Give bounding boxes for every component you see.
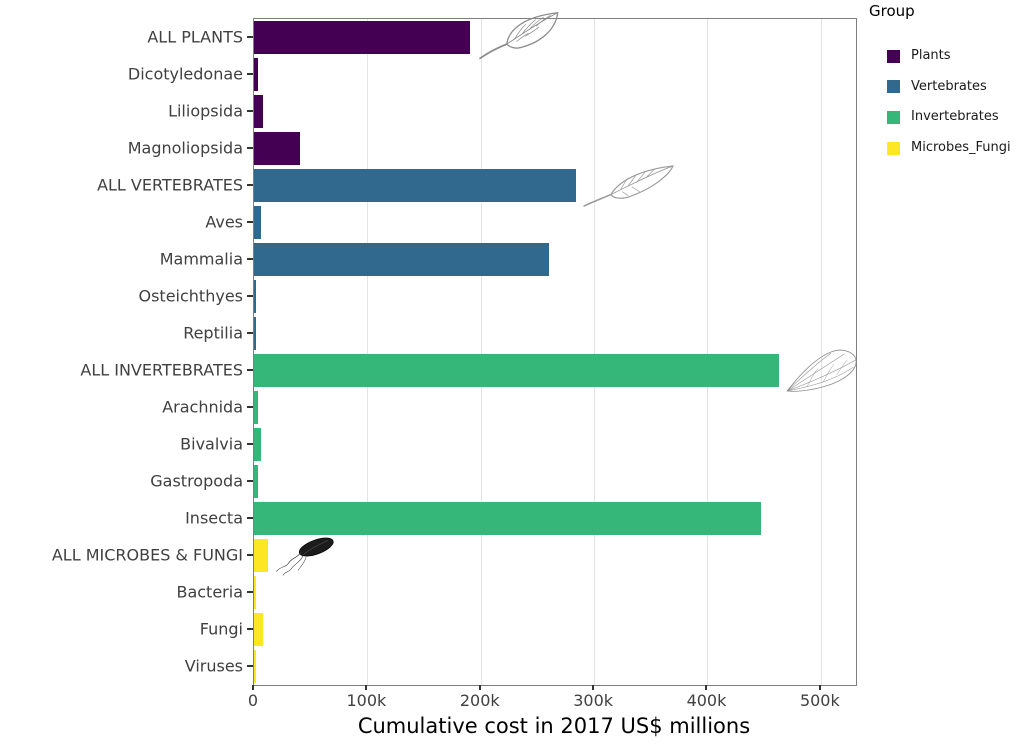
y-label-all-vertebrates: ALL VERTEBRATES xyxy=(97,175,243,194)
legend-swatch-invertebrates xyxy=(887,110,900,124)
y-label-liliopsida: Liliopsida xyxy=(168,101,243,120)
y-label-magnoliopsida: Magnoliopsida xyxy=(127,138,243,157)
x-axis-title: Cumulative cost in 2017 US$ millions xyxy=(357,714,751,738)
y-tick-bivalvia xyxy=(247,442,253,445)
y-tick-arachnida xyxy=(247,405,253,408)
bar-viruses xyxy=(254,650,256,683)
bacterium-icon-placement xyxy=(274,533,338,583)
legend-swatch-vertebrates xyxy=(887,80,900,94)
bar-mammalia xyxy=(254,243,550,276)
legend-label-plants: Plants xyxy=(911,48,951,63)
x-label-300k: 300k xyxy=(573,691,614,710)
x-tick-100k xyxy=(365,685,368,690)
insect-wing-icon xyxy=(786,349,857,392)
x-tick-500k xyxy=(818,685,821,690)
gridline-100k xyxy=(367,19,369,685)
y-tick-all-vertebrates xyxy=(247,183,253,186)
bar-osteichthyes xyxy=(254,280,256,313)
y-label-osteichthyes: Osteichthyes xyxy=(138,286,244,305)
y-label-fungi: Fungi xyxy=(199,619,243,638)
bar-liliopsida xyxy=(254,95,263,128)
bar-insecta xyxy=(254,502,762,535)
y-label-gastropoda: Gastropoda xyxy=(150,471,243,490)
x-label-500k: 500k xyxy=(799,691,840,710)
leaf-icon xyxy=(479,11,559,59)
y-label-bacteria: Bacteria xyxy=(176,582,243,601)
insect-wing-icon-placement xyxy=(785,348,859,398)
y-label-all-microbes-fungi: ALL MICROBES & FUNGI xyxy=(51,545,243,564)
y-tick-all-invertebrates xyxy=(247,368,253,371)
y-tick-all-plants xyxy=(247,35,253,38)
bar-dicotyledonae xyxy=(254,58,258,91)
plot-panel xyxy=(253,11,859,686)
legend-label-invertebrates: Invertebrates xyxy=(911,109,999,125)
bar-magnoliopsida xyxy=(254,132,300,165)
bar-all-microbes-fungi xyxy=(254,539,269,572)
y-tick-liliopsida xyxy=(247,109,253,112)
bar-bivalvia xyxy=(254,428,262,461)
y-label-mammalia: Mammalia xyxy=(159,249,243,268)
feather-icon xyxy=(582,164,674,207)
y-label-all-plants: ALL PLANTS xyxy=(147,27,243,46)
gridline-200k xyxy=(480,19,482,685)
y-tick-aves xyxy=(247,220,253,223)
x-tick-0 xyxy=(252,685,254,690)
x-label-400k: 400k xyxy=(686,691,727,710)
legend-swatch-microbes-fungi xyxy=(887,141,900,155)
bar-fungi xyxy=(254,613,264,646)
bar-arachnida xyxy=(254,391,258,424)
legend-label-vertebrates: Vertebrates xyxy=(911,78,987,94)
legend-title: Group xyxy=(869,2,915,20)
y-tick-fungi xyxy=(247,627,253,630)
bar-all-invertebrates xyxy=(254,354,780,387)
x-label-0: 0 xyxy=(247,691,259,710)
y-tick-mammalia xyxy=(247,257,253,260)
bacterium-icon xyxy=(276,537,334,575)
y-tick-gastropoda xyxy=(247,479,253,482)
y-label-dicotyledonae: Dicotyledonae xyxy=(127,64,243,83)
gridline-400k xyxy=(707,19,709,685)
feather-icon-placement xyxy=(582,164,678,212)
y-tick-insecta xyxy=(247,516,253,519)
x-tick-300k xyxy=(592,685,595,690)
y-label-arachnida: Arachnida xyxy=(162,397,243,416)
y-label-aves: Aves xyxy=(205,212,243,231)
bar-gastropoda xyxy=(254,465,258,498)
y-tick-osteichthyes xyxy=(247,294,253,297)
bar-bacteria xyxy=(254,576,257,609)
y-label-viruses: Viruses xyxy=(184,656,243,675)
legend-swatch-plants xyxy=(887,49,900,63)
y-tick-magnoliopsida xyxy=(247,146,253,149)
gridline-300k xyxy=(594,19,596,685)
bar-reptilia xyxy=(254,317,256,350)
bar-aves xyxy=(254,206,262,239)
y-tick-dicotyledonae xyxy=(247,72,253,75)
x-tick-200k xyxy=(478,685,481,690)
leaf-icon-placement xyxy=(476,11,568,65)
x-label-100k: 100k xyxy=(346,691,387,710)
y-label-bivalvia: Bivalvia xyxy=(180,434,243,453)
y-tick-viruses xyxy=(247,664,253,667)
y-label-insecta: Insecta xyxy=(185,508,243,527)
y-label-reptilia: Reptilia xyxy=(183,323,243,342)
y-tick-all-microbes-fungi xyxy=(247,553,253,556)
y-label-all-invertebrates: ALL INVERTEBRATES xyxy=(80,360,243,379)
x-label-200k: 200k xyxy=(459,691,500,710)
y-tick-bacteria xyxy=(247,590,253,593)
bar-all-vertebrates xyxy=(254,169,576,202)
legend-label-microbes-fungi: Microbes_Fungi xyxy=(911,140,1011,156)
bar-all-plants xyxy=(254,21,470,54)
y-tick-reptilia xyxy=(247,331,253,334)
gridline-500k xyxy=(820,19,822,685)
x-tick-400k xyxy=(705,685,708,690)
